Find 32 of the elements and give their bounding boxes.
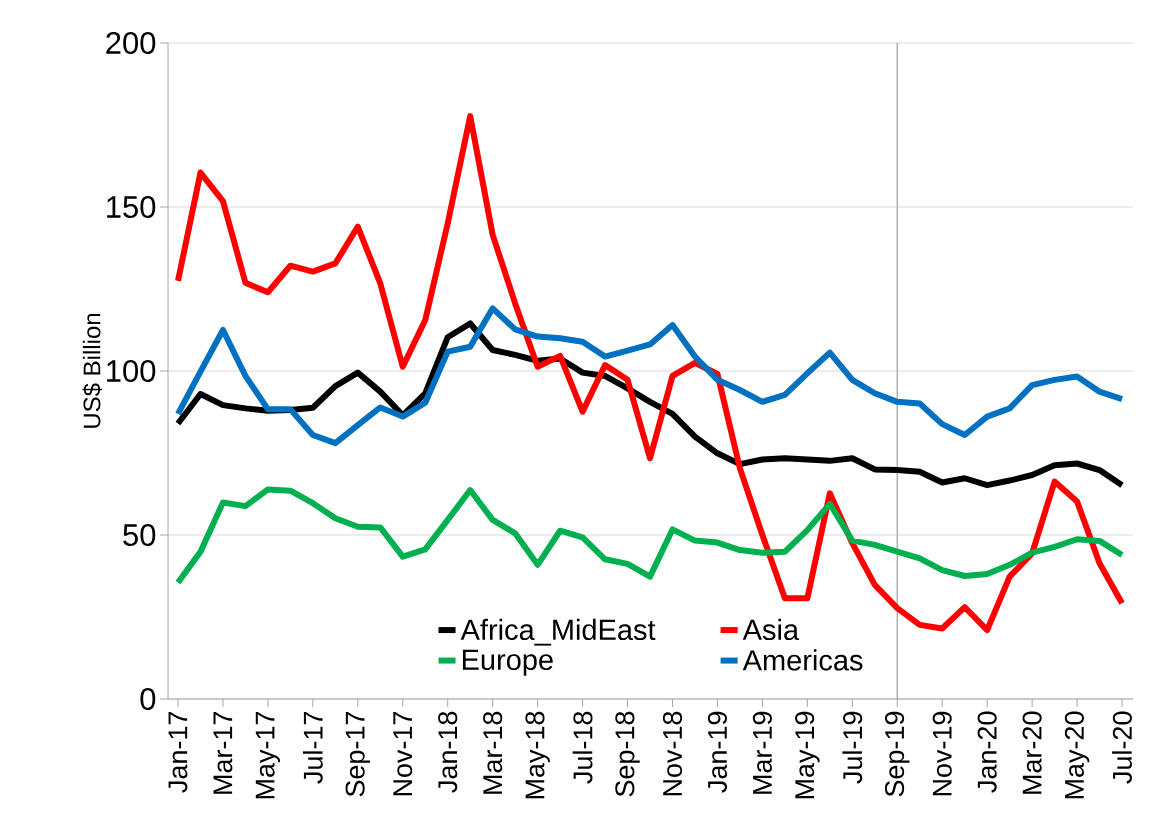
x-tick-label: Jul-19: [842, 711, 863, 784]
y-tick-label: 50: [123, 524, 156, 546]
legend-label: Asia: [742, 618, 800, 641]
legend-label: Americas: [742, 649, 863, 671]
x-tick-label: Jan-17: [168, 711, 188, 793]
x-tick-label: Mar-18: [483, 711, 503, 794]
x-tick-label: Sep-18: [615, 711, 640, 797]
x-tick-label: May-18: [525, 711, 550, 799]
x-tick-label: Jul-18: [572, 711, 593, 784]
x-tick-label: Sep-17: [345, 711, 371, 797]
y-tick-label: 100: [107, 360, 156, 382]
x-tick-label: Mar-20: [1022, 711, 1042, 794]
x-tick-label: Jul-17: [302, 711, 323, 784]
x-tick-label: May-19: [795, 711, 820, 799]
x-tick-label: Sep-19: [885, 711, 910, 797]
y-tick-label: 150: [107, 196, 156, 218]
x-tick-label: Jan-18: [438, 711, 458, 793]
x-tick-label: May-20: [1064, 711, 1090, 799]
x-tick-label: Mar-19: [752, 711, 772, 794]
x-tick-label: May-17: [255, 711, 280, 799]
x-tick-label: Mar-17: [213, 711, 233, 794]
y-axis-title: US$ Billion: [82, 313, 102, 428]
x-tick-label: Jan-19: [707, 711, 727, 793]
x-tick-label: Nov-17: [393, 711, 413, 796]
legend-label: Africa_MidEast: [460, 618, 656, 646]
x-tick-label: Nov-18: [662, 711, 683, 796]
x-tick-label: Nov-19: [932, 711, 952, 796]
y-tick-label: 0: [140, 688, 156, 710]
y-tick-label: 200: [106, 32, 156, 54]
x-tick-label: Jul-20: [1112, 711, 1132, 784]
legend-label: Europe: [462, 649, 553, 676]
x-tick-label: Jan-20: [977, 711, 997, 793]
